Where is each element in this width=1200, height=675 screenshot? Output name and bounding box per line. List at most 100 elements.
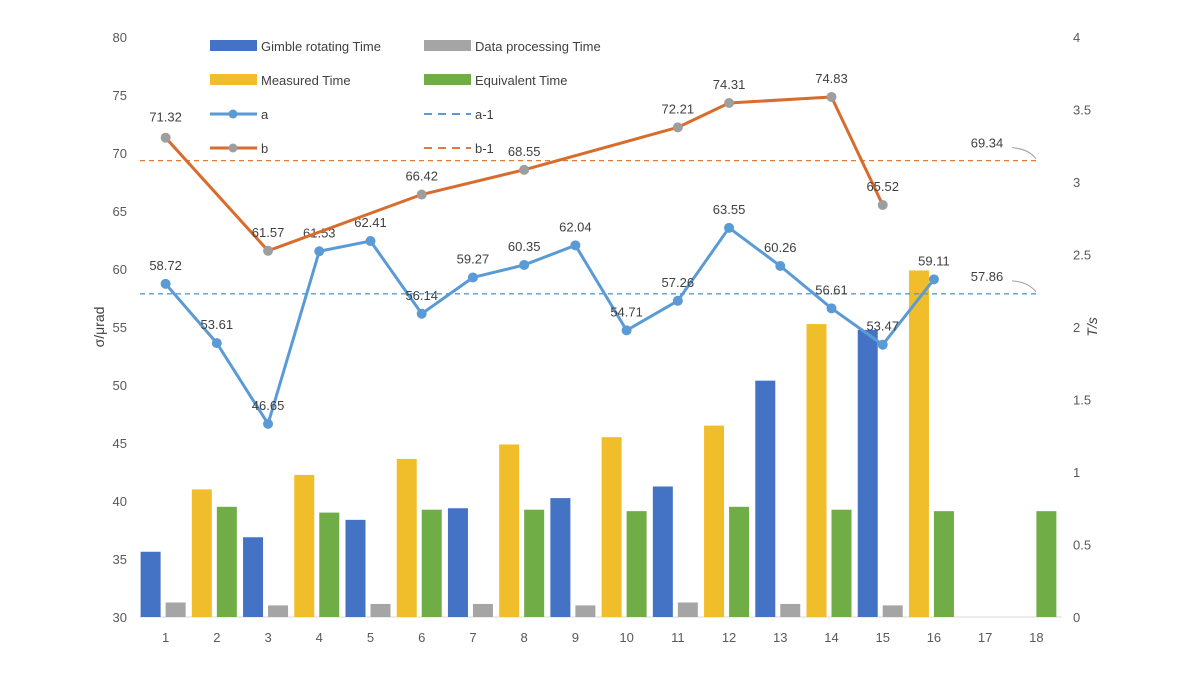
bar-equivalent-time <box>216 506 237 617</box>
line-point-a <box>826 303 837 314</box>
legend-label: Data processing Time <box>475 39 601 54</box>
data-label-b: 71.32 <box>149 110 182 125</box>
right-axis-title: T/s <box>1084 317 1100 336</box>
line-point-b <box>263 245 274 256</box>
line-point-a <box>877 339 888 350</box>
x-tick-label: 15 <box>875 630 889 645</box>
right-tick-label: 4 <box>1073 30 1080 45</box>
legend-label: b-1 <box>475 141 494 156</box>
legend-label: b <box>261 141 268 156</box>
data-label-a: 59.11 <box>918 253 950 268</box>
left-tick-label: 80 <box>113 30 127 45</box>
line-point-a <box>416 308 427 319</box>
left-tick-label: 30 <box>113 610 127 625</box>
left-tick-label: 55 <box>113 320 127 335</box>
right-tick-label: 3.5 <box>1073 103 1091 118</box>
legend-swatch <box>210 40 257 51</box>
bar-data-processing-time <box>677 602 698 617</box>
bar-measured-time <box>806 324 827 617</box>
data-label-a: 57.26 <box>662 275 695 290</box>
x-tick-label: 6 <box>418 630 425 645</box>
legend-marker <box>228 143 238 153</box>
data-label-a: 56.61 <box>815 282 848 297</box>
legend-swatch <box>210 74 257 85</box>
x-tick-label: 16 <box>927 630 941 645</box>
bar-data-processing-time <box>575 605 596 617</box>
data-label-b: 61.57 <box>252 225 285 240</box>
bar-equivalent-time <box>626 511 647 617</box>
bar-gimble-rotating-time <box>755 380 776 617</box>
data-label-a: 62.41 <box>354 215 387 230</box>
line-series-b <box>164 95 885 253</box>
data-label-a: 60.35 <box>508 239 541 254</box>
data-label-b: 68.55 <box>508 144 541 159</box>
line-point-a <box>314 246 325 257</box>
x-tick-label: 12 <box>722 630 736 645</box>
bar-gimble-rotating-time <box>345 519 366 617</box>
bar-gimble-rotating-time <box>550 498 571 617</box>
x-tick-label: 1 <box>162 630 169 645</box>
line-point-b <box>416 189 427 200</box>
left-tick-label: 35 <box>113 552 127 567</box>
bar-equivalent-time <box>524 509 545 617</box>
bar-data-processing-time <box>370 603 391 617</box>
right-tick-label: 0.5 <box>1073 538 1091 553</box>
bar-measured-time <box>908 270 929 617</box>
reference-label-leader <box>1011 280 1037 293</box>
left-tick-label: 60 <box>113 262 127 277</box>
right-tick-label: 2 <box>1073 320 1080 335</box>
x-tick-label: 5 <box>367 630 374 645</box>
x-tick-label: 3 <box>264 630 271 645</box>
line-point-a <box>724 222 735 233</box>
legend-label: a-1 <box>475 107 494 122</box>
x-tick-label: 2 <box>213 630 220 645</box>
left-tick-label: 40 <box>113 494 127 509</box>
legend-label: Gimble rotating Time <box>261 39 381 54</box>
bar-data-processing-time <box>268 605 289 617</box>
left-axis-title: σ/μrad <box>91 307 107 348</box>
bar-measured-time <box>704 425 725 617</box>
data-label-b: 66.42 <box>405 169 438 184</box>
bar-gimble-rotating-time <box>447 508 468 617</box>
data-label-a: 46.65 <box>252 398 285 413</box>
line-point-a <box>672 295 683 306</box>
data-label-b: 74.83 <box>815 71 848 86</box>
reference-line-label: 57.86 <box>971 269 1004 284</box>
line-point-a <box>211 338 222 349</box>
bar-measured-time <box>396 458 417 617</box>
data-label-b: 74.31 <box>713 77 746 92</box>
line-point-a <box>621 325 632 336</box>
right-tick-label: 1.5 <box>1073 393 1091 408</box>
line-point-a <box>775 260 786 271</box>
data-label-a: 53.61 <box>201 317 234 332</box>
legend-label: Equivalent Time <box>475 73 568 88</box>
x-tick-label: 14 <box>824 630 838 645</box>
data-label-a: 56.14 <box>405 288 438 303</box>
bar-equivalent-time <box>729 506 750 617</box>
bar-measured-time <box>294 474 315 617</box>
x-tick-label: 4 <box>316 630 323 645</box>
bar-gimble-rotating-time <box>243 537 264 617</box>
bar-gimble-rotating-time <box>652 486 673 617</box>
legend-swatch <box>424 74 471 85</box>
legend-marker <box>228 109 238 119</box>
bar-equivalent-time <box>1036 511 1057 617</box>
bar-data-processing-time <box>472 603 493 617</box>
x-tick-label: 18 <box>1029 630 1043 645</box>
line-point-b <box>877 199 888 210</box>
left-tick-label: 70 <box>113 146 127 161</box>
bar-equivalent-time <box>831 509 852 617</box>
reference-label-leader <box>1011 147 1037 159</box>
data-label-a: 53.47 <box>866 319 899 334</box>
line-point-b <box>724 98 735 109</box>
bar-gimble-rotating-time <box>857 329 878 617</box>
x-tick-label: 17 <box>978 630 992 645</box>
x-tick-label: 10 <box>619 630 633 645</box>
line-point-b <box>519 164 530 175</box>
line-series-a <box>164 226 936 426</box>
left-tick-label: 45 <box>113 436 127 451</box>
line-point-a <box>365 236 376 247</box>
legend-swatch <box>424 40 471 51</box>
